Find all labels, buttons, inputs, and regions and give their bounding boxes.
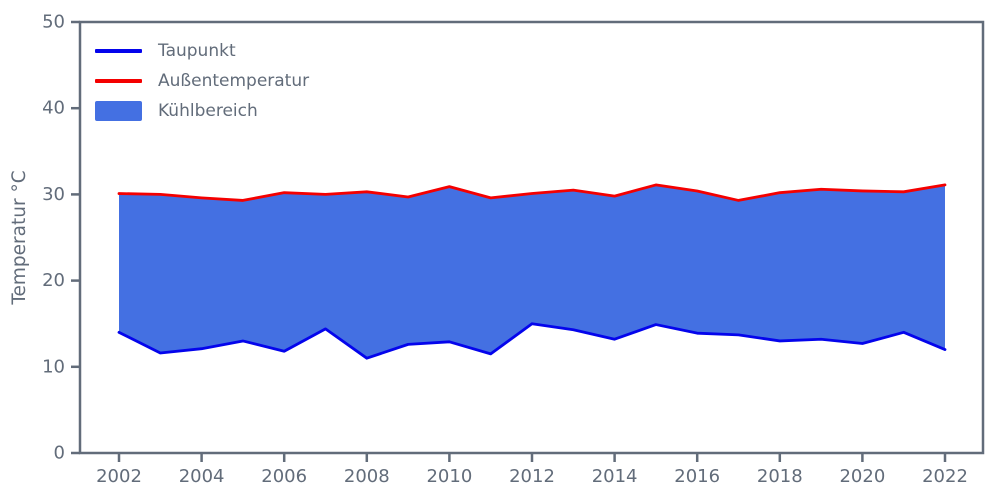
auentemperatur-line: [117, 183, 947, 202]
aussentemperatur-line-swatch: [95, 79, 142, 83]
kuehlbereich-area: [119, 184, 945, 359]
x-tick-label: 2022: [922, 466, 968, 487]
y-axis-title: Temperatur °C: [9, 170, 30, 305]
y-tick-label: 20: [42, 270, 65, 291]
y-tick-label: 10: [42, 356, 65, 377]
x-tick-label: 2012: [509, 466, 555, 487]
y-tick-label: 40: [42, 98, 65, 119]
x-tick-label: 2008: [344, 466, 390, 487]
legend-item-taupunkt: Taupunkt: [95, 36, 309, 66]
kuehlbereich-patch-swatch: [95, 101, 142, 121]
x-tick-label: 2006: [261, 466, 307, 487]
y-tick-label: 30: [42, 184, 65, 205]
x-tick-label: 2010: [426, 466, 472, 487]
y-tick-label: 0: [54, 443, 65, 464]
axes-layer: 0 10 20 30 40 50 2002 2004 2006 2008 2010 2012 2014 2…: [42, 12, 985, 487]
taupunkt-line-swatch: [95, 49, 142, 53]
legend-label-aussentemperatur: Außentemperatur: [158, 71, 310, 91]
x-tick-label: 2014: [592, 466, 638, 487]
x-tick-label: 2018: [757, 466, 803, 487]
legend-label-kuehlbereich: Kühlbereich: [158, 101, 258, 121]
chart-legend: Taupunkt Außentemperatur Kühlbereich: [95, 36, 309, 126]
series-layer: [117, 183, 947, 360]
legend-label-taupunkt: Taupunkt: [158, 41, 236, 61]
legend-item-aussentemperatur: Außentemperatur: [95, 66, 309, 96]
x-tick-label: 2020: [839, 466, 885, 487]
x-tick-label: 2016: [674, 466, 720, 487]
legend-item-kuehlbereich: Kühlbereich: [95, 96, 309, 126]
taupunkt-line: [117, 322, 947, 360]
y-tick-label: 50: [42, 12, 65, 33]
x-tick-label: 2004: [179, 466, 225, 487]
x-tick-label: 2002: [96, 466, 142, 487]
